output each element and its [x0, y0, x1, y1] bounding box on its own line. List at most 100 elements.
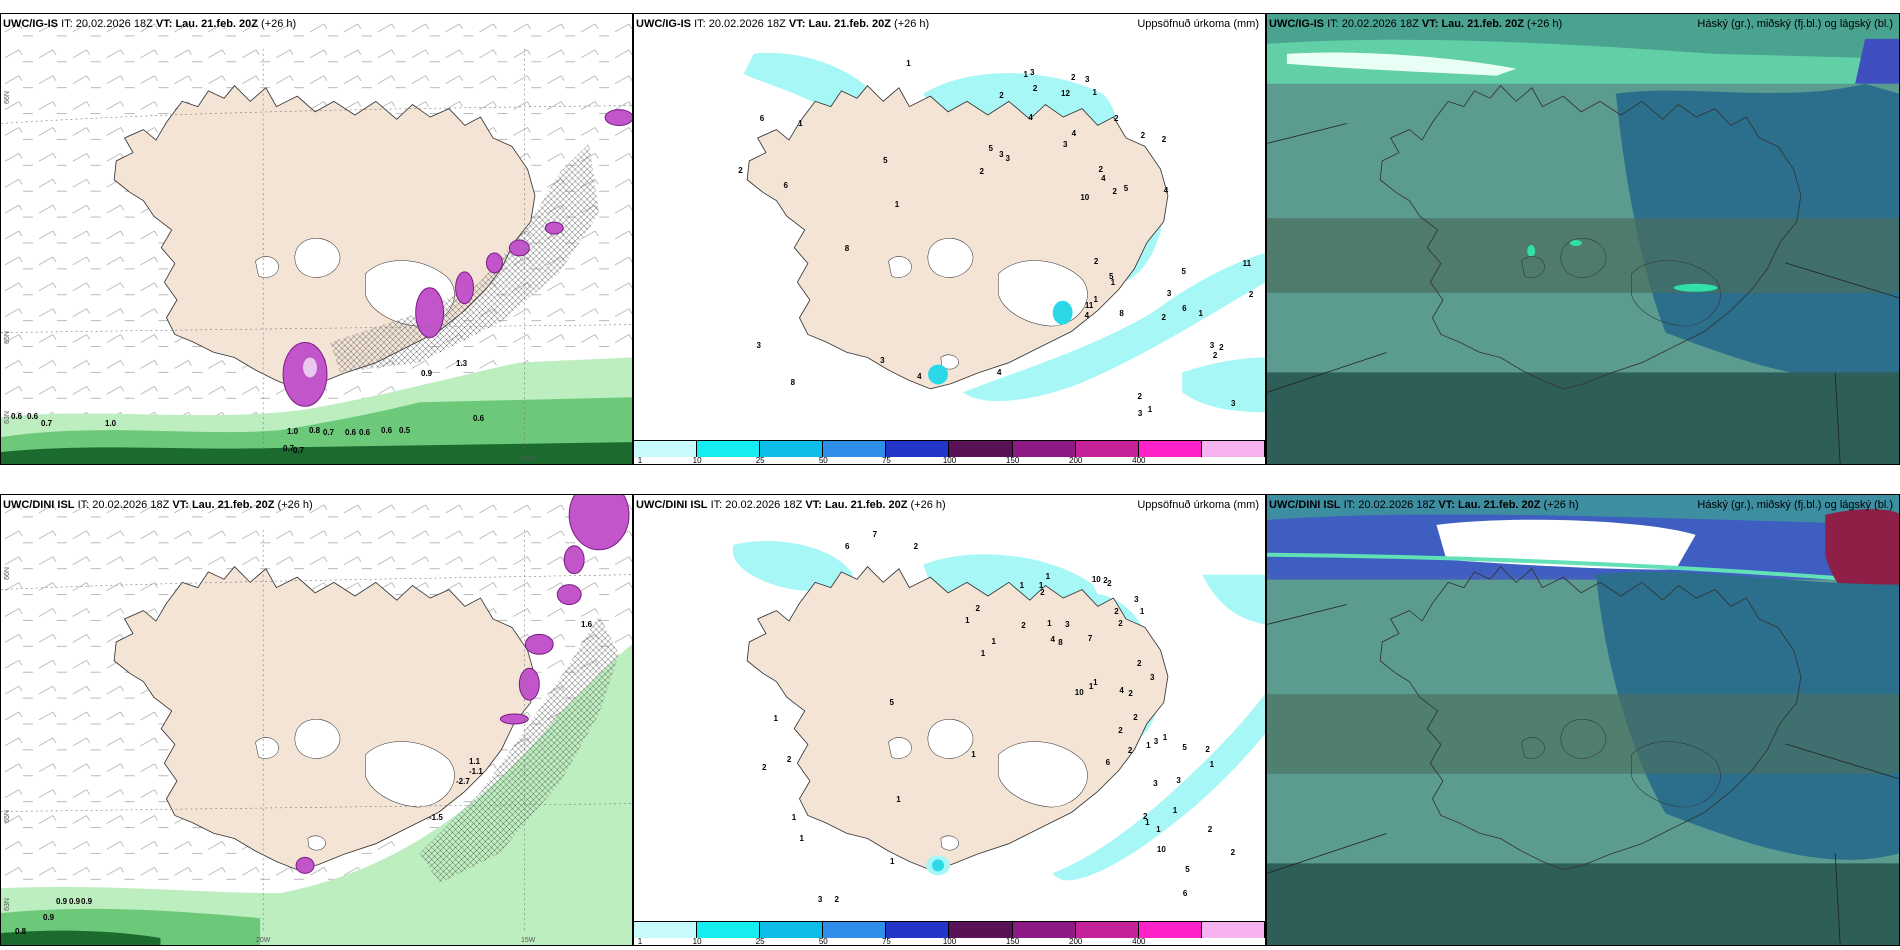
precip-value-label: 1 [1092, 87, 1097, 97]
precip-value-label: 3 [1176, 775, 1181, 785]
value-label: 0.7 [283, 444, 295, 453]
precip-value-label: 1 [980, 649, 986, 659]
panel-title: Uppsöfnuð úrkoma (mm) [1137, 18, 1259, 30]
it-label: IT: [77, 499, 90, 511]
colorbar-swatch [1075, 441, 1139, 457]
precip-value-label: 8 [790, 377, 796, 387]
precip-value-label: 2 [1207, 825, 1213, 835]
precip-value-label: 3 [1209, 341, 1215, 351]
precip-value-label: 2 [1112, 186, 1117, 196]
precip-value-label: 1 [906, 58, 911, 68]
precip-value-label: 2 [1127, 745, 1133, 755]
cloud-map-graphic [1267, 495, 1899, 945]
precip-value-label: 1 [1145, 817, 1150, 827]
precip-value-label: 1 [1088, 681, 1094, 691]
precip-value-label: 5 [889, 698, 894, 708]
colorbar-ticks: 1 10 25 50 75 100 150 200 400 [634, 937, 1265, 946]
vt-label: VT: [1421, 18, 1439, 30]
colorbar-swatch [949, 441, 1013, 457]
it-value: 20.02.2026 18Z [708, 18, 786, 30]
it-label: IT: [694, 18, 706, 30]
precip-value-label: 1 [1209, 760, 1215, 770]
precip-value-label: 2 [1137, 391, 1142, 401]
precip-value-label: 2 [1219, 342, 1224, 352]
precip-value-label: 2 [1114, 607, 1119, 617]
colorbar-swatch [886, 922, 950, 938]
value-label: 0.6 [345, 428, 357, 437]
value-label: 0.8 [15, 927, 27, 936]
precip-value-label: 3 [1134, 595, 1139, 605]
colorbar-swatch [1012, 441, 1076, 457]
colorbar-swatch [886, 441, 950, 457]
precip-value-label: 5 [1185, 865, 1190, 875]
precip-map-graphic [743, 52, 1265, 413]
precip-value-label: 4 [1071, 128, 1077, 138]
precip-value-label: 1 [1147, 405, 1153, 415]
colorbar-tick-label: 400 [1132, 456, 1146, 465]
precip-value-label: 2 [1021, 620, 1026, 630]
colorbar-cells [634, 440, 1265, 457]
value-label: 0.6 [473, 414, 485, 423]
precip-value-label: 1 [971, 749, 976, 759]
precip-value-label: 1 [889, 857, 895, 867]
vt-label: VT: [805, 499, 822, 511]
panel-title: Uppsöfnuð úrkoma (mm) [1137, 499, 1259, 511]
precip-value-label: 10 [1091, 575, 1101, 585]
precip-value-label: 3 [756, 341, 761, 351]
precip-value-label: 2 [1143, 811, 1148, 821]
precip-value-label: 5 [883, 156, 888, 166]
precip-value-label: 1 [1110, 278, 1116, 288]
lat-label: 65N [3, 331, 11, 344]
precip-value-label: 3 [1065, 620, 1070, 630]
precip-value-label: 3 [1231, 399, 1236, 409]
precip-value-label: 8 [844, 244, 850, 254]
panel-title: Háský (gr.), miðský (fj.bl.) og lágský (… [1697, 18, 1893, 30]
precip-value-label: 3 [1153, 778, 1158, 788]
precip-value-label: 5 [1123, 184, 1129, 194]
model-name: UWC/DINI ISL [636, 499, 708, 511]
precip-value-label: 2 [1093, 257, 1099, 267]
it-value: 20.02.2026 18Z [1358, 499, 1436, 511]
precip-value-label: 2 [913, 542, 919, 552]
colorbar-swatch [760, 922, 824, 938]
precip-value-label: 5 [1108, 271, 1114, 281]
precip-value-label: 2 [761, 762, 767, 772]
panel-header: UWC/IG-IS IT: 20.02.2026 18Z VT: Lau. 21… [636, 18, 929, 30]
vt-value: Lau. 21.feb. 20Z [824, 499, 908, 511]
value-label: 1.3 [456, 359, 468, 368]
precip-value-label: 1 [1093, 295, 1098, 305]
precip-value-label: 1 [1146, 741, 1151, 750]
it-label: IT: [710, 499, 723, 511]
colorbar-swatch [1138, 922, 1202, 938]
vt-value: Lau. 21.feb. 20Z [191, 499, 275, 511]
colorbar-swatch [823, 441, 887, 457]
precip-value-label: 6 [844, 541, 850, 551]
panel-header: UWC/DINI ISL IT: 20.02.2026 18Z VT: Lau.… [1269, 499, 1579, 511]
precip-value-label: 3 [1085, 74, 1090, 84]
precip-value-label: 2 [1071, 73, 1076, 82]
precip-value-label: 2 [1212, 350, 1218, 360]
precip-value-label: 2 [1161, 312, 1166, 322]
panel-header: UWC/DINI ISL IT: 20.02.2026 18Z VT: Lau.… [3, 499, 313, 511]
precip-value-label: 1 [1093, 677, 1098, 687]
value-label: 1.0 [287, 427, 299, 436]
colorbar-tick-label: 25 [755, 937, 765, 946]
precip-value-label: 6 [759, 113, 765, 123]
value-label: 1.0 [105, 419, 117, 428]
colorbar-tick-label: 1 [637, 937, 643, 946]
precip-value-label: 1 [896, 794, 901, 804]
vt-value: Lau. 21.feb. 20Z [1457, 499, 1541, 511]
colorbar-tick-label: 75 [881, 937, 891, 946]
value-label: 0.8 [309, 426, 321, 435]
precip-value-label: 2 [1205, 744, 1210, 754]
colorbar-swatch [697, 922, 761, 938]
it-value: 20.02.2026 18Z [75, 18, 153, 30]
precip-value-label: 1 [1019, 580, 1025, 590]
precip-value-label: 2 [1133, 712, 1138, 722]
value-label: 0.6 [381, 426, 393, 435]
precip-value-label: 1 [1172, 805, 1178, 815]
value-label: 0.5 [399, 426, 411, 435]
precip-value-label: 2 [738, 166, 743, 176]
precip-value-label: 1 [965, 615, 970, 625]
precip-value-label: 11 [1242, 259, 1252, 269]
